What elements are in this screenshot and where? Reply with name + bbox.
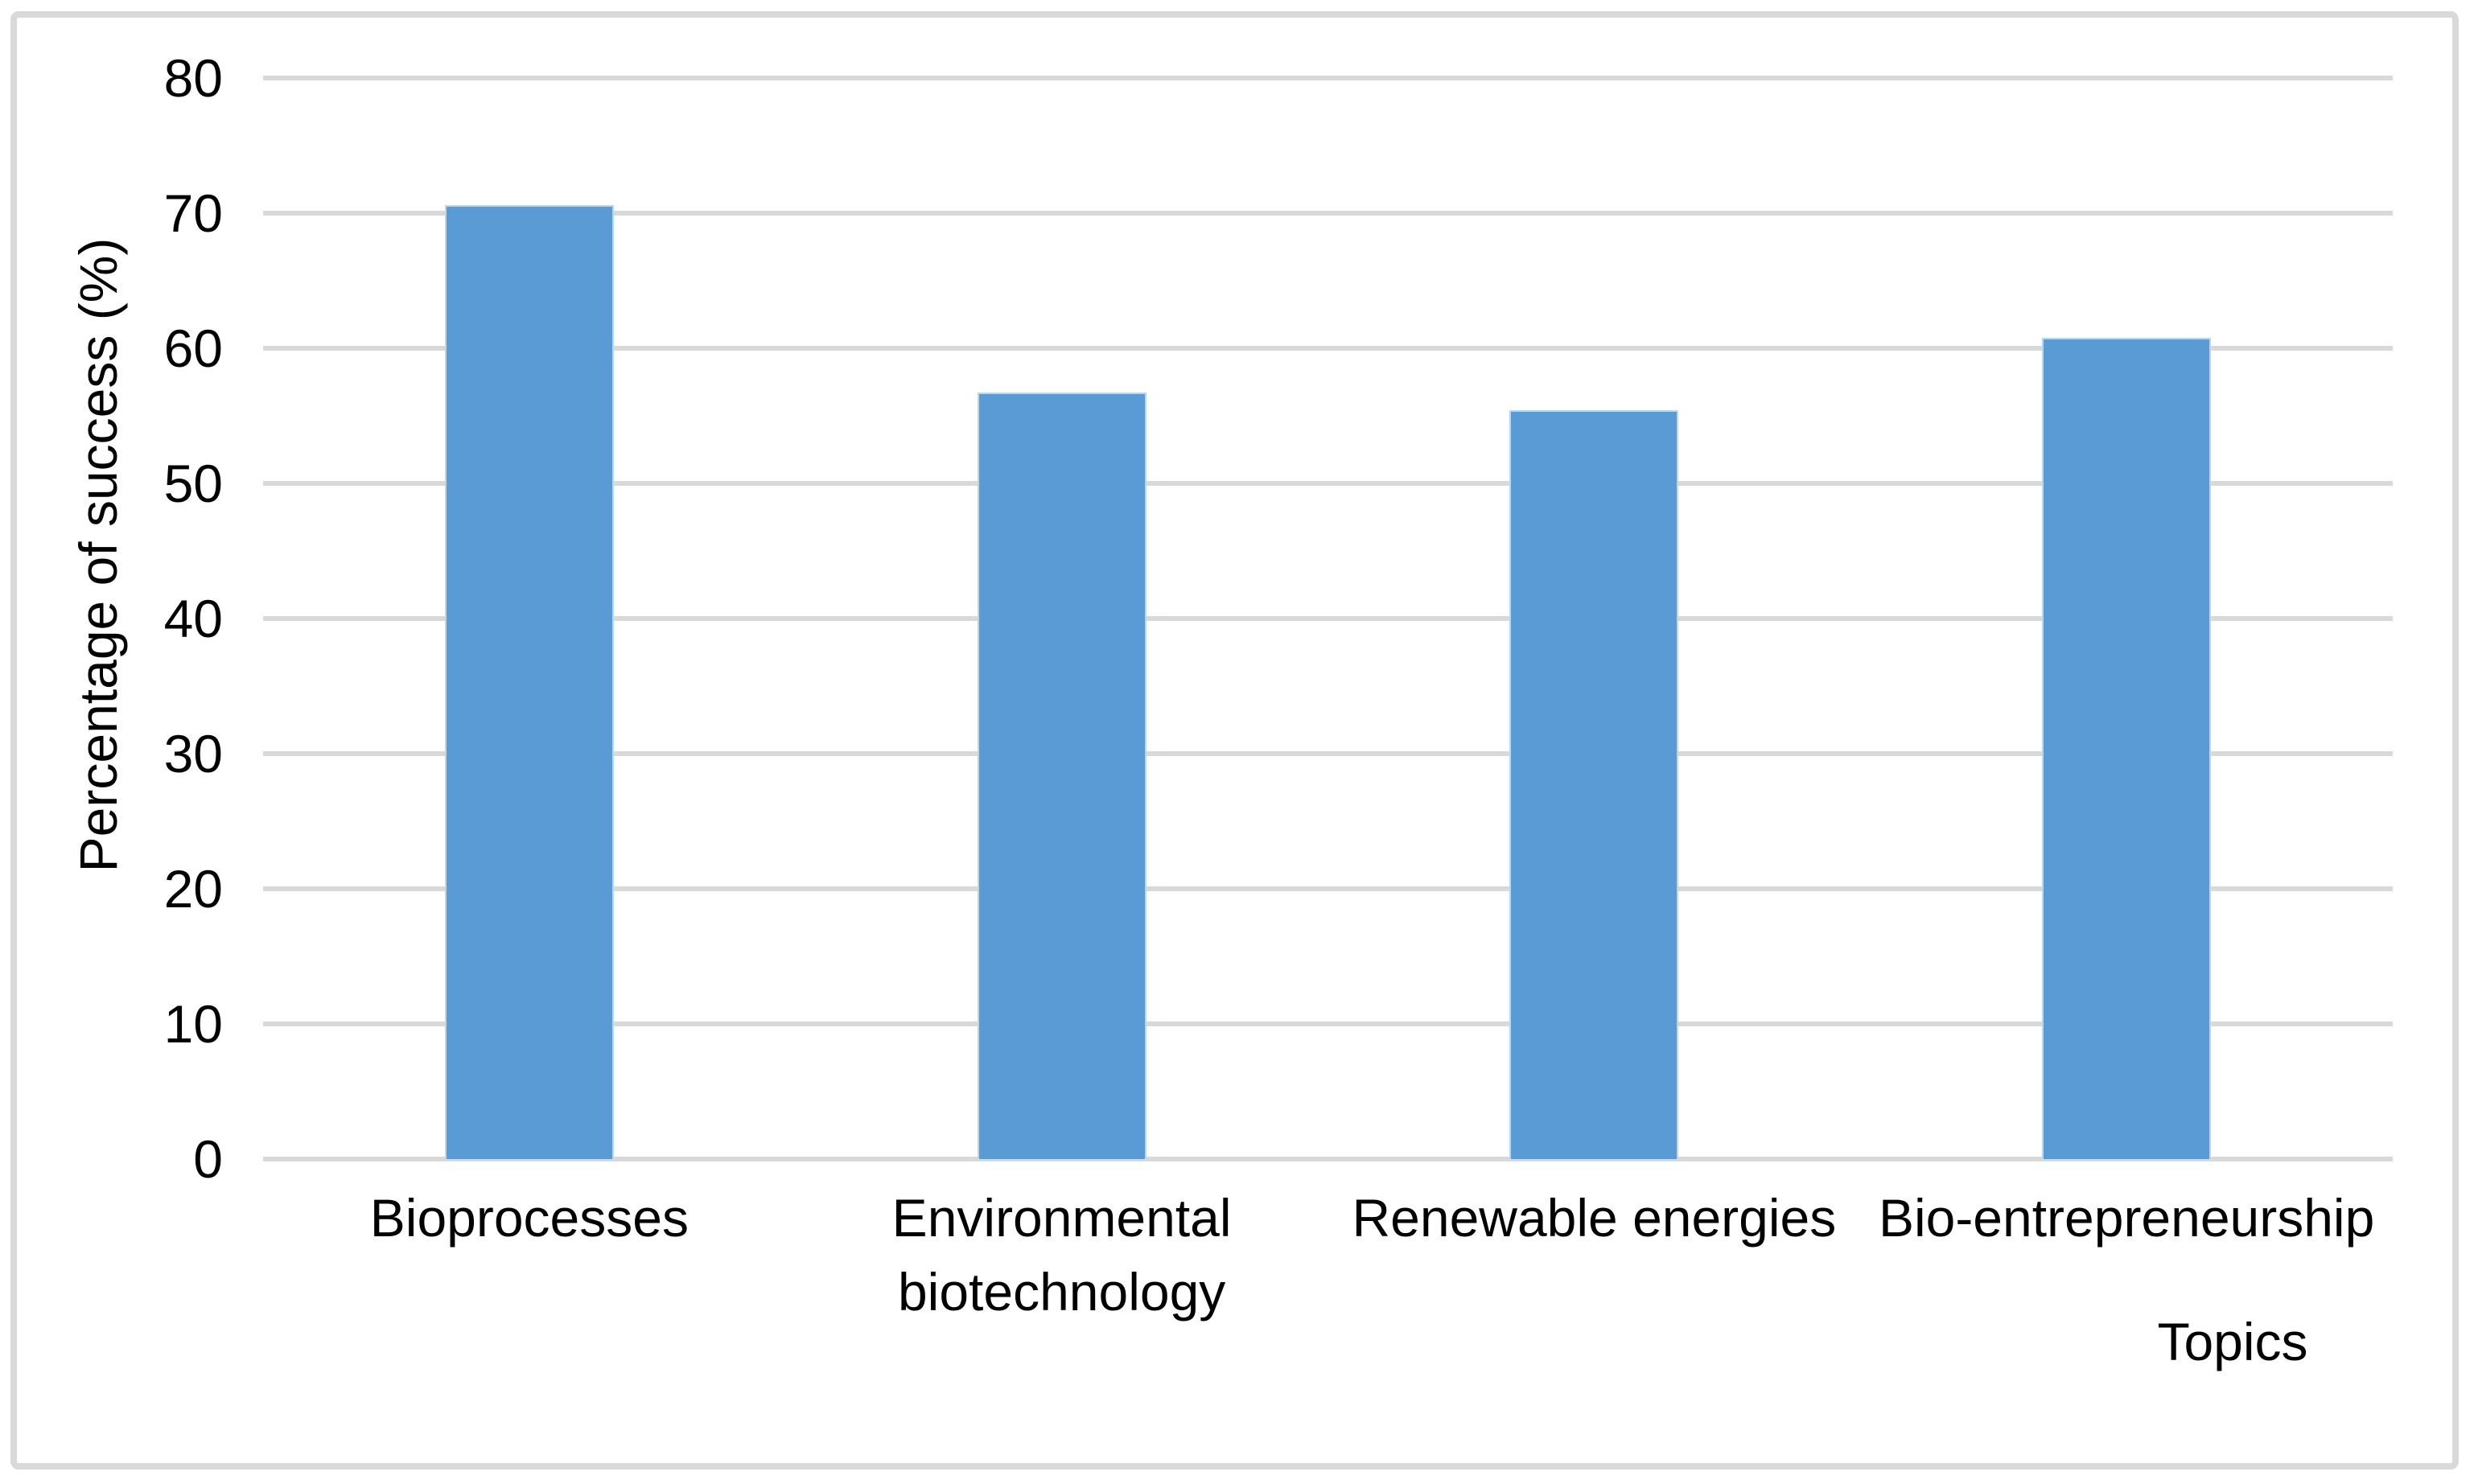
- bar: [1509, 410, 1679, 1159]
- y-tick-label: 10: [163, 994, 223, 1054]
- y-tick-label: 80: [163, 48, 223, 108]
- y-tick-label: 20: [163, 859, 223, 919]
- category-label: Bio-entrepreneurship: [1878, 1188, 2375, 1248]
- y-tick-label: 0: [193, 1129, 223, 1189]
- y-tick-label: 70: [163, 183, 223, 243]
- gridline: [263, 76, 2393, 80]
- y-tick-label: 60: [163, 319, 223, 378]
- y-tick-label: 50: [163, 454, 223, 513]
- category-label: Bioprocesses: [369, 1188, 689, 1248]
- gridline: [263, 211, 2393, 216]
- y-tick-label: 30: [163, 724, 223, 783]
- bar: [977, 393, 1146, 1159]
- y-tick-label: 40: [163, 589, 223, 648]
- gridline: [263, 616, 2393, 621]
- gridline: [263, 1022, 2393, 1026]
- bar: [2042, 337, 2212, 1159]
- gridline: [263, 886, 2393, 891]
- bar: [444, 204, 614, 1159]
- gridline: [263, 1157, 2393, 1161]
- x-axis-title: Topics: [2157, 1312, 2308, 1371]
- gridline: [263, 346, 2393, 351]
- category-label: Environmental biotechnology: [891, 1188, 1232, 1322]
- gridline: [263, 481, 2393, 486]
- chart-border: [10, 11, 2459, 1470]
- gridline: [263, 751, 2393, 756]
- category-label: Renewable energies: [1352, 1188, 1837, 1248]
